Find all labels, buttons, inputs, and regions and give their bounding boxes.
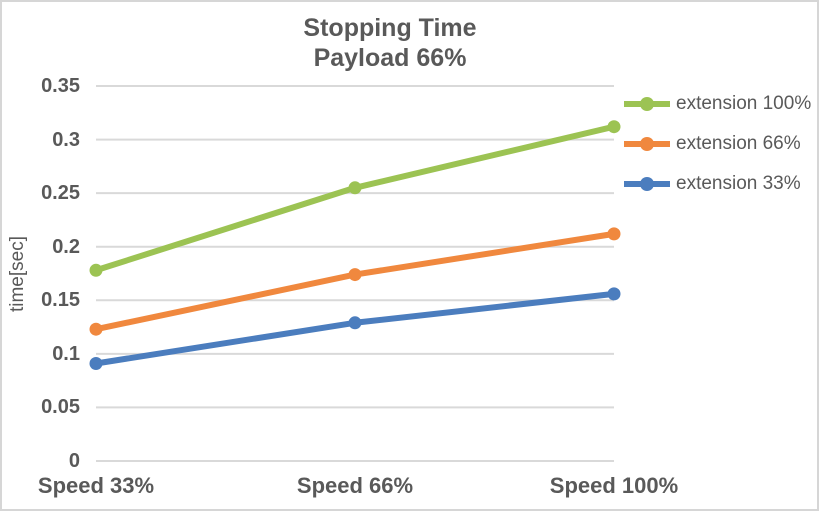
legend-item: extension 100% [624, 90, 811, 117]
data-point-extension-100- [89, 263, 103, 277]
data-point-extension-66- [607, 227, 621, 241]
y-axis-title: time[sec] [7, 235, 28, 313]
x-axis-label: Speed 33% [37, 473, 155, 498]
data-point-extension-33- [348, 316, 362, 330]
x-axis-label: Speed 66% [296, 473, 414, 498]
data-point-extension-100- [348, 181, 362, 195]
legend-item: extension 66% [624, 130, 801, 157]
y-tick-label: 0.15 [41, 289, 80, 312]
data-point-extension-33- [607, 287, 621, 301]
y-tick-label: 0.25 [41, 182, 80, 205]
chart-title: Stopping Time Payload 66% [303, 13, 476, 73]
y-tick-label: 0.05 [41, 396, 80, 419]
legend-item: extension 33% [624, 170, 801, 197]
y-tick-label: 0.3 [52, 128, 80, 151]
y-tick-label: 0.2 [52, 235, 80, 258]
data-point-extension-66- [89, 322, 103, 336]
y-tick-label: 0 [68, 450, 80, 472]
y-tick-label: 0.1 [52, 342, 80, 365]
legend-line-marker-icon [624, 136, 670, 151]
data-point-extension-66- [348, 268, 362, 282]
legend-item-label: extension 100% [676, 92, 812, 114]
y-tick-label: 0.35 [41, 75, 80, 97]
legend-line-marker-icon [624, 176, 670, 191]
legend-dot-icon [640, 96, 654, 111]
legend-line-marker-icon [624, 96, 670, 111]
legend-dot-icon [640, 136, 654, 151]
legend-item-label: extension 66% [676, 132, 801, 154]
chart-title-line1: Stopping Time [303, 14, 477, 42]
legend-item-label: extension 33% [676, 172, 801, 194]
data-point-extension-33- [89, 357, 103, 370]
x-axis-label: Speed 100% [549, 473, 679, 498]
data-point-extension-100- [607, 120, 621, 134]
chart-title-line2: Payload 66% [313, 44, 467, 72]
legend-dot-icon [640, 176, 654, 191]
